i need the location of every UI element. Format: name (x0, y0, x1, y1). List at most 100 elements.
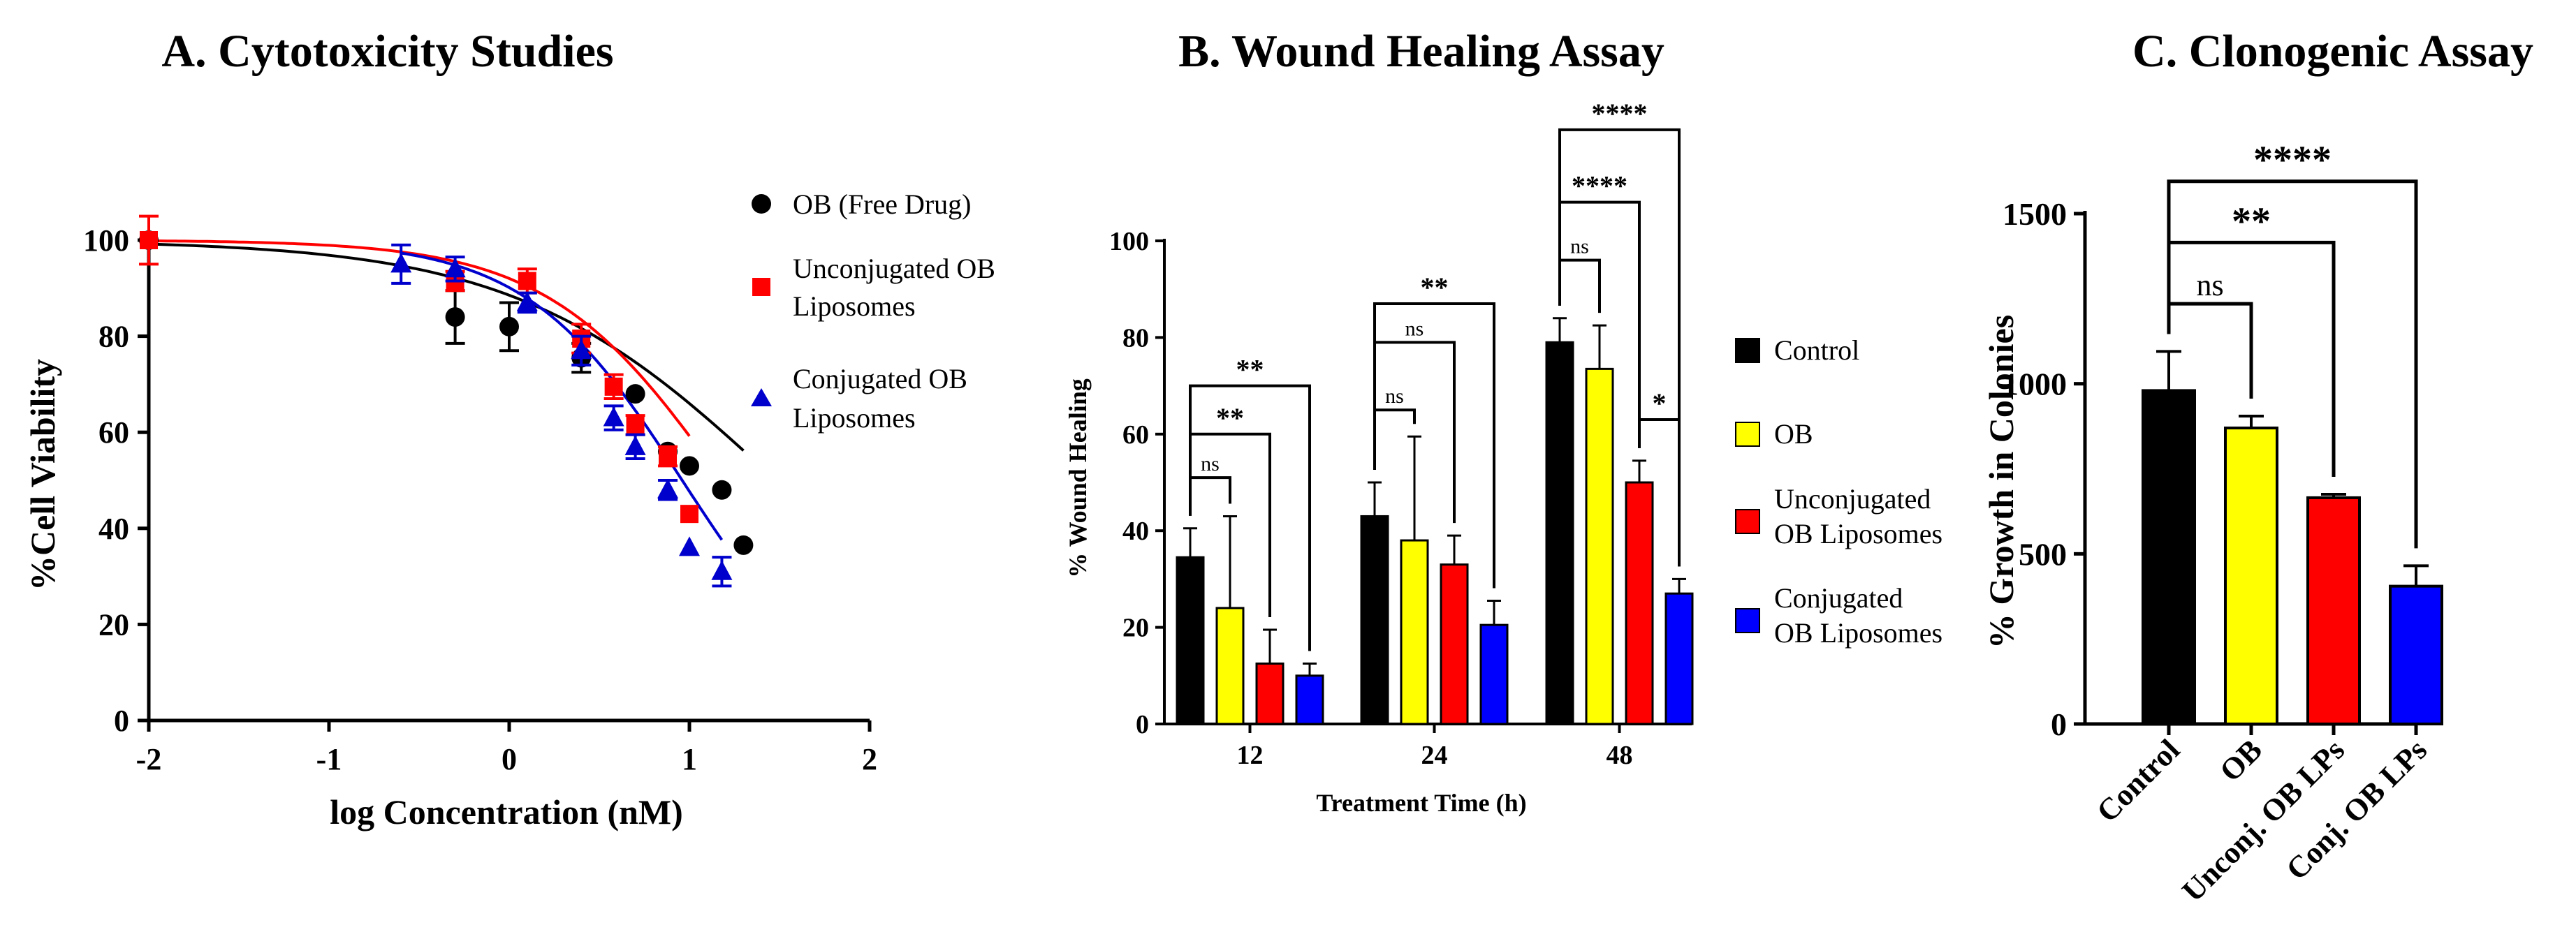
panel-c-y-tick-label: 1500 (2003, 196, 2067, 232)
panel-c-clonogenic: C. Clonogenic Assay 0 500 1000 1500 Control O… (1982, 26, 2533, 908)
bar (1176, 556, 1205, 725)
legend-label-unconjugated-line1: Unconjugated (1774, 483, 1931, 515)
legend-item-conjugated: Conjugated OB Liposomes (1735, 582, 1942, 649)
bar (1479, 623, 1509, 725)
bar (1215, 607, 1245, 725)
panel-b-x-tick-label: 48 (1607, 741, 1633, 770)
data-point-square (140, 231, 158, 249)
legend-label-ob-free-drug: OB (Free Drug) (793, 188, 972, 220)
panel-a-y-tick-label: 60 (98, 415, 129, 450)
panel-a-y-tick-label: 0 (114, 704, 129, 738)
panel-a-x-tick-label: -1 (316, 742, 342, 776)
legend-marker-circle (752, 194, 771, 214)
data-point-triangle (711, 560, 733, 580)
panel-b-y-tick-label: 80 (1122, 323, 1149, 353)
panel-b-title: B. Wound Healing Assay (1178, 26, 1664, 77)
significance-label: ** (1421, 272, 1449, 303)
data-point-circle (499, 316, 519, 337)
panel-c-x-tick-label: Conj. OB LPs (2280, 732, 2434, 886)
data-point-triangle (444, 258, 466, 278)
data-point-triangle (624, 435, 646, 455)
legend-label-conjugated-line2: Liposomes (793, 402, 916, 434)
significance-bracket (1373, 302, 1495, 589)
legend-swatch-ob (1735, 422, 1760, 447)
significance-bracket (1558, 258, 1601, 313)
significance-label: ns (1385, 385, 1404, 408)
legend-label-unconjugated-line2: OB Liposomes (1774, 518, 1942, 549)
legend-swatch-control (1735, 338, 1760, 363)
bar (1625, 481, 1654, 725)
bar (1585, 367, 1614, 725)
significance-bracket (2167, 179, 2418, 549)
panel-b-axes: 0 20 40 60 80 100 12 24 48 (1109, 227, 1692, 770)
legend-swatch-conjugated (1735, 608, 1760, 633)
legend-item-unconjugated: Unconjugated OB Liposomes (752, 253, 995, 322)
legend-label-ob: OB (1774, 418, 1813, 450)
data-point-triangle (657, 478, 679, 498)
significance-label: **** (1572, 170, 1627, 202)
data-point-square (680, 505, 698, 524)
bar (2306, 496, 2361, 725)
bar (1360, 515, 1389, 725)
panel-c-significance-brackets: ns****** (2167, 139, 2418, 549)
data-point-triangle (679, 536, 700, 556)
data-point-square (659, 447, 678, 466)
panel-b-y-tick-label: 40 (1122, 517, 1149, 546)
bar (2224, 427, 2278, 726)
bar (2389, 584, 2443, 725)
panel-b-wound-healing: B. Wound Healing Assay 0 20 40 60 80 100 12 24 4… (1064, 26, 1942, 817)
legend-item-unconjugated: Unconjugated OB Liposomes (1735, 483, 1942, 549)
panel-a-y-tick-label: 100 (83, 223, 129, 258)
significance-bracket (1373, 408, 1416, 470)
legend-label-control: Control (1774, 334, 1859, 366)
data-point-square (626, 415, 645, 434)
significance-bracket (1189, 476, 1231, 516)
panel-c-y-tick-label: 0 (2051, 707, 2067, 742)
panel-a-legend: OB (Free Drug) Unconjugated OB Liposomes… (751, 188, 995, 434)
panel-b-x-tick-label: 24 (1421, 741, 1448, 770)
panel-a-x-tick-label: 2 (862, 742, 877, 776)
significance-label: ** (2232, 200, 2271, 243)
panel-c-x-tick-label: OB (2213, 732, 2269, 788)
panel-c-y-axis-title: % Growth in Colonies (1982, 315, 2021, 649)
bar (1295, 674, 1324, 725)
panel-a-title: A. Cytotoxicity Studies (161, 26, 613, 77)
legend-item-ob-free-drug: OB (Free Drug) (752, 188, 972, 220)
legend-label-unconjugated-line2: Liposomes (793, 290, 916, 322)
fit-curve-square (148, 239, 691, 437)
significance-label: ns (1405, 317, 1424, 340)
legend-swatch-unconjugated (1735, 509, 1760, 534)
panel-a-y-axis-title: %Cell Viability (23, 359, 62, 591)
bar (1440, 563, 1469, 725)
data-point-circle (712, 480, 732, 500)
panel-b-y-tick-label: 100 (1109, 227, 1149, 256)
panel-a-y-tick-label: 20 (98, 607, 129, 642)
panel-b-y-tick-label: 0 (1136, 710, 1149, 739)
panel-b-x-tick-label: 12 (1237, 741, 1264, 770)
panel-c-bars (2142, 350, 2443, 726)
bar (2142, 389, 2196, 725)
bar (1664, 592, 1694, 725)
bar (1545, 341, 1574, 725)
legend-marker-triangle (751, 388, 772, 406)
data-point-square (518, 272, 536, 290)
legend-label-unconjugated-line1: Unconjugated OB (793, 253, 995, 284)
data-point-circle (680, 456, 699, 476)
significance-label: ns (2196, 268, 2223, 302)
panel-c-title: C. Clonogenic Assay (2132, 26, 2533, 77)
data-point-circle (445, 307, 465, 327)
significance-label: **** (2253, 139, 2332, 182)
panel-b-y-tick-label: 20 (1122, 614, 1149, 643)
panel-a-data-points (139, 214, 754, 588)
data-point-triangle (390, 253, 412, 273)
legend-label-conjugated-line2: OB Liposomes (1774, 617, 1942, 649)
significance-label: ** (1236, 354, 1264, 385)
bar (1255, 663, 1285, 725)
panel-a-x-tick-label: 0 (502, 742, 517, 776)
panel-a-cytotoxicity: A. Cytotoxicity Studies -2 -1 0 1 2020406080… (23, 26, 995, 831)
bar (1400, 539, 1429, 725)
panel-c-y-tick-label: 1000 (2003, 367, 2067, 402)
panel-a-x-tick-label: -2 (136, 742, 162, 776)
